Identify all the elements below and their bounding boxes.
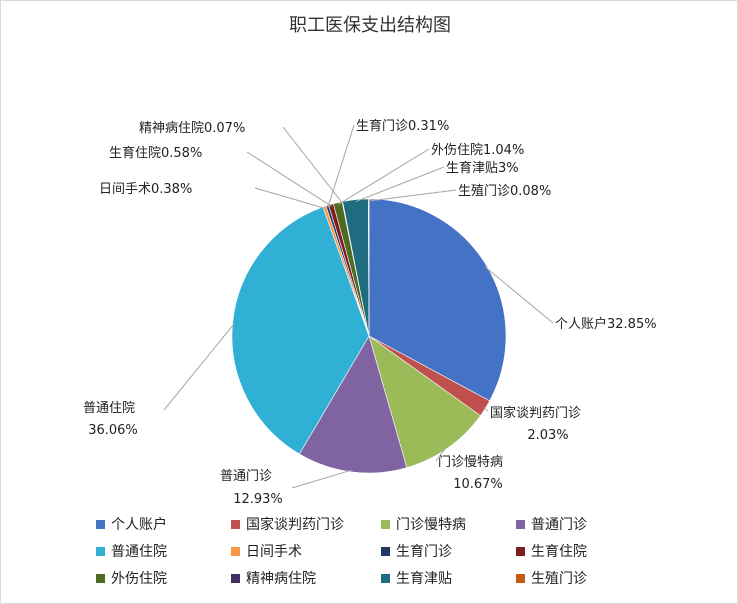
legend-label: 门诊慢特病: [396, 517, 466, 533]
leader-line-1: [484, 266, 554, 324]
legend-label: 个人账户: [111, 517, 167, 533]
leader-lines: [163, 124, 554, 489]
leader-line-3: [435, 445, 448, 462]
legend-item-12: 生殖门诊: [516, 568, 656, 588]
legend-item-9: 外伤住院: [96, 568, 231, 588]
legend: 个人账户 国家谈判药门诊 门诊慢特病 普通门诊普通住院 日间手术 生育门诊 生育住院外伤住院…: [96, 514, 656, 588]
legend-item-2: 国家谈判药门诊: [231, 514, 381, 534]
data-label-3: 门诊慢特病 10.67%: [438, 454, 503, 492]
data-label-9: 外伤住院1.04%: [431, 143, 524, 158]
legend-label: 日间手术: [246, 544, 302, 560]
legend-swatch: [231, 546, 240, 556]
legend-label: 普通门诊: [531, 517, 587, 533]
data-labels: 个人账户32.85% 国家谈判药门诊 2.03% 门诊慢特病 10.67% 普通门诊 12.…: [83, 118, 657, 507]
legend-label: 生育门诊: [396, 544, 452, 560]
legend-swatch: [381, 546, 390, 556]
pie-slices: [231, 198, 507, 474]
pie-slice-1: [368, 198, 507, 402]
pie-slice-4: [298, 335, 408, 474]
legend-swatch: [231, 573, 240, 583]
leader-line-7: [327, 124, 355, 208]
leader-line-2: [483, 406, 489, 412]
legend-item-1: 个人账户: [96, 514, 231, 534]
data-label-7: 生育门诊0.31%: [356, 118, 449, 134]
data-label-6: 日间手术0.38%: [99, 182, 192, 197]
data-label-11: 生育津贴3%: [446, 160, 519, 176]
legend-item-6: 日间手术: [231, 541, 381, 561]
legend-swatch: [96, 573, 105, 583]
data-label-2: 国家谈判药门诊 2.03%: [490, 405, 581, 443]
legend-item-4: 普通门诊: [516, 514, 656, 534]
legend-swatch: [381, 573, 390, 583]
legend-swatch: [516, 519, 525, 529]
legend-item-11: 生育津贴: [381, 568, 516, 588]
leader-line-6: [254, 187, 326, 209]
legend-label: 生育住院: [531, 544, 587, 560]
data-label-4: 普通门诊 12.93%: [220, 469, 283, 507]
pie-slice-12: [368, 198, 370, 337]
legend-item-8: 生育住院: [516, 541, 656, 561]
legend-label: 精神病住院: [246, 571, 316, 587]
legend-swatch: [96, 546, 105, 556]
legend-label: 生殖门诊: [531, 571, 587, 587]
leader-line-9: [337, 148, 430, 205]
legend-label: 生育津贴: [396, 571, 452, 587]
data-label-5: 普通住院 36.06%: [83, 401, 138, 438]
data-label-10: 精神病住院0.07%: [139, 121, 245, 136]
chart-title: 职工医保支出结构图: [289, 15, 451, 36]
legend-swatch: [516, 573, 525, 583]
leader-line-12: [368, 189, 457, 202]
leader-line-8: [246, 151, 332, 207]
legend-label: 国家谈判药门诊: [246, 517, 344, 533]
legend-item-3: 门诊慢特病: [381, 514, 516, 534]
data-label-1: 个人账户32.85%: [555, 316, 657, 332]
data-label-8: 生育住院0.58%: [109, 145, 202, 161]
legend-swatch: [516, 546, 525, 556]
legend-swatch: [381, 519, 390, 529]
legend-item-10: 精神病住院: [231, 568, 381, 588]
leader-line-4: [291, 469, 353, 489]
leader-line-5: [163, 322, 235, 411]
leader-line-10: [282, 126, 344, 204]
legend-item-7: 生育门诊: [381, 541, 516, 561]
legend-item-5: 普通住院: [96, 541, 231, 561]
legend-label: 外伤住院: [111, 571, 167, 587]
legend-label: 普通住院: [111, 544, 167, 560]
legend-swatch: [231, 519, 240, 529]
legend-swatch: [96, 519, 105, 529]
leader-line-11: [355, 166, 445, 203]
data-label-12: 生殖门诊0.08%: [458, 183, 551, 199]
pie-slice-3: [368, 335, 481, 469]
pie-slice-5: [231, 206, 370, 455]
